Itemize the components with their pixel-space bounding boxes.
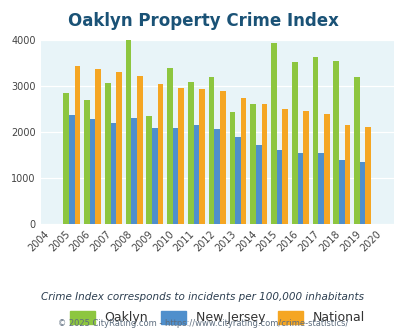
- Bar: [250, 104, 255, 224]
- Bar: [338, 160, 344, 224]
- Bar: [152, 128, 157, 224]
- Bar: [214, 129, 220, 224]
- Bar: [344, 125, 350, 224]
- Bar: [323, 115, 329, 224]
- Bar: [234, 137, 240, 224]
- Bar: [193, 125, 199, 224]
- Bar: [364, 127, 370, 224]
- Bar: [229, 112, 234, 224]
- Bar: [63, 93, 69, 224]
- Bar: [297, 153, 303, 224]
- Bar: [255, 145, 261, 224]
- Bar: [271, 43, 276, 224]
- Bar: [90, 119, 95, 224]
- Bar: [131, 118, 136, 224]
- Bar: [318, 153, 323, 224]
- Bar: [199, 89, 205, 224]
- Bar: [359, 162, 364, 224]
- Bar: [84, 100, 90, 224]
- Bar: [240, 98, 246, 224]
- Bar: [110, 123, 116, 224]
- Bar: [188, 82, 193, 224]
- Legend: Oaklyn, New Jersey, National: Oaklyn, New Jersey, National: [63, 305, 370, 330]
- Bar: [220, 91, 225, 224]
- Bar: [95, 69, 101, 224]
- Bar: [333, 61, 338, 224]
- Bar: [136, 76, 142, 224]
- Bar: [104, 83, 110, 224]
- Bar: [157, 84, 163, 224]
- Text: Crime Index corresponds to incidents per 100,000 inhabitants: Crime Index corresponds to incidents per…: [41, 292, 364, 302]
- Bar: [178, 88, 183, 224]
- Bar: [146, 116, 152, 224]
- Bar: [167, 68, 173, 224]
- Bar: [276, 150, 281, 224]
- Bar: [69, 115, 75, 224]
- Bar: [126, 40, 131, 224]
- Bar: [173, 128, 178, 224]
- Bar: [75, 66, 80, 224]
- Bar: [261, 104, 266, 224]
- Bar: [354, 77, 359, 224]
- Bar: [116, 72, 121, 224]
- Text: Oaklyn Property Crime Index: Oaklyn Property Crime Index: [67, 12, 338, 30]
- Bar: [208, 77, 214, 224]
- Text: © 2025 CityRating.com - https://www.cityrating.com/crime-statistics/: © 2025 CityRating.com - https://www.city…: [58, 319, 347, 328]
- Bar: [312, 57, 318, 224]
- Bar: [281, 109, 287, 224]
- Bar: [291, 62, 297, 224]
- Bar: [303, 111, 308, 224]
